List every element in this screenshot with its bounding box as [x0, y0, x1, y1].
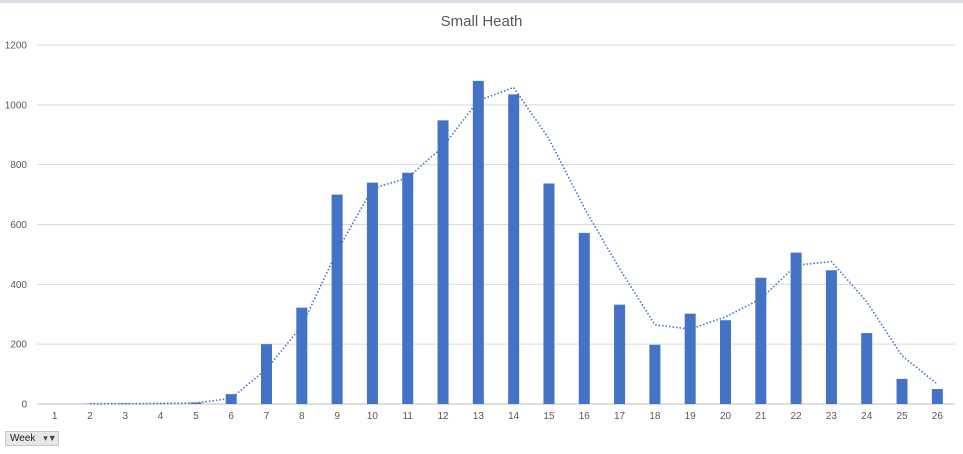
bar — [649, 344, 661, 404]
x-tick-label: 22 — [791, 411, 803, 422]
trendline — [90, 86, 938, 405]
x-tick-label: 11 — [403, 411, 414, 422]
chart-title: Small Heath — [440, 13, 523, 30]
x-tick-label: 6 — [228, 411, 234, 422]
x-tick-label: 5 — [193, 411, 199, 422]
x-tick-label: 7 — [264, 411, 270, 422]
bar — [508, 94, 520, 405]
x-tick-label: 13 — [473, 411, 485, 422]
bar — [861, 333, 873, 404]
y-tick-label: 1000 — [5, 100, 28, 111]
bar — [366, 182, 378, 404]
x-tick-label: 17 — [614, 411, 626, 422]
week-field-label: Week — [10, 433, 36, 444]
bar — [296, 307, 308, 404]
bar — [402, 172, 414, 404]
bar — [720, 320, 731, 404]
x-tick-label: 2 — [87, 411, 93, 422]
x-tick-label: 4 — [158, 411, 164, 422]
filter-dropdown-icon[interactable]: ▾▼ — [43, 433, 57, 443]
x-tick-label: 9 — [334, 411, 340, 422]
x-tick-label: 23 — [826, 411, 838, 422]
bar — [261, 344, 272, 404]
x-tick-label: 25 — [896, 411, 908, 422]
bar — [437, 120, 449, 404]
x-tick-label: 19 — [685, 411, 697, 422]
bar — [790, 252, 802, 404]
y-tick-label: 1200 — [5, 41, 28, 52]
y-tick-label: 800 — [10, 160, 27, 171]
x-tick-label: 10 — [367, 411, 379, 422]
bar — [331, 194, 343, 404]
y-tick-label: 200 — [10, 340, 27, 351]
bar — [472, 80, 484, 405]
top-border — [0, 0, 963, 3]
x-tick-label: 26 — [932, 411, 944, 422]
bar — [614, 304, 626, 404]
y-tick-label: 400 — [10, 280, 27, 291]
bar — [578, 232, 590, 404]
x-tick-label: 24 — [861, 411, 873, 422]
bar — [755, 277, 767, 404]
x-tick-label: 3 — [122, 411, 128, 422]
x-tick-label: 15 — [543, 411, 555, 422]
x-tick-label: 20 — [720, 411, 732, 422]
y-tick-label: 0 — [21, 400, 27, 411]
x-tick-label: 18 — [649, 411, 661, 422]
week-field-button[interactable]: Week ▾▼ — [5, 431, 59, 446]
bar — [825, 270, 837, 404]
y-tick-label: 600 — [10, 220, 27, 231]
bar — [684, 313, 696, 404]
x-tick-label: 16 — [579, 411, 591, 422]
x-tick-label: 21 — [755, 411, 767, 422]
bar — [543, 183, 555, 404]
x-tick-label: 14 — [508, 411, 520, 422]
bar — [896, 378, 908, 404]
x-tick-label: 1 — [52, 411, 58, 422]
x-tick-label: 8 — [299, 411, 305, 422]
bar — [931, 389, 943, 404]
x-tick-label: 12 — [437, 411, 449, 422]
